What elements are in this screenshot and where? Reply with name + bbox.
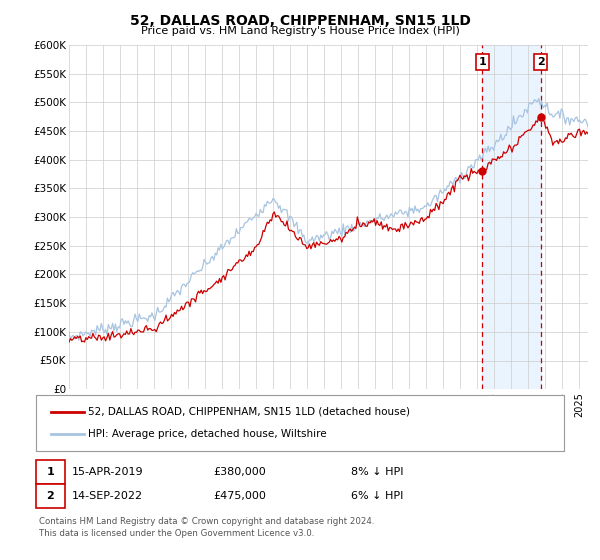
- Text: 15-APR-2019: 15-APR-2019: [72, 467, 143, 477]
- Text: 1: 1: [47, 467, 54, 477]
- Text: Price paid vs. HM Land Registry's House Price Index (HPI): Price paid vs. HM Land Registry's House …: [140, 26, 460, 36]
- Text: Contains HM Land Registry data © Crown copyright and database right 2024.: Contains HM Land Registry data © Crown c…: [39, 517, 374, 526]
- Text: £475,000: £475,000: [213, 491, 266, 501]
- Text: £380,000: £380,000: [213, 467, 266, 477]
- Text: 1: 1: [478, 57, 486, 67]
- Bar: [482, 45, 541, 389]
- Text: 8% ↓ HPI: 8% ↓ HPI: [351, 467, 404, 477]
- Text: 52, DALLAS ROAD, CHIPPENHAM, SN15 1LD: 52, DALLAS ROAD, CHIPPENHAM, SN15 1LD: [130, 14, 470, 28]
- Text: 14-SEP-2022: 14-SEP-2022: [72, 491, 143, 501]
- Text: 2: 2: [47, 491, 54, 501]
- Text: 2: 2: [536, 57, 544, 67]
- Text: HPI: Average price, detached house, Wiltshire: HPI: Average price, detached house, Wilt…: [88, 429, 327, 439]
- Text: 6% ↓ HPI: 6% ↓ HPI: [351, 491, 403, 501]
- Text: This data is licensed under the Open Government Licence v3.0.: This data is licensed under the Open Gov…: [39, 529, 314, 538]
- Text: 52, DALLAS ROAD, CHIPPENHAM, SN15 1LD (detached house): 52, DALLAS ROAD, CHIPPENHAM, SN15 1LD (d…: [88, 407, 410, 417]
